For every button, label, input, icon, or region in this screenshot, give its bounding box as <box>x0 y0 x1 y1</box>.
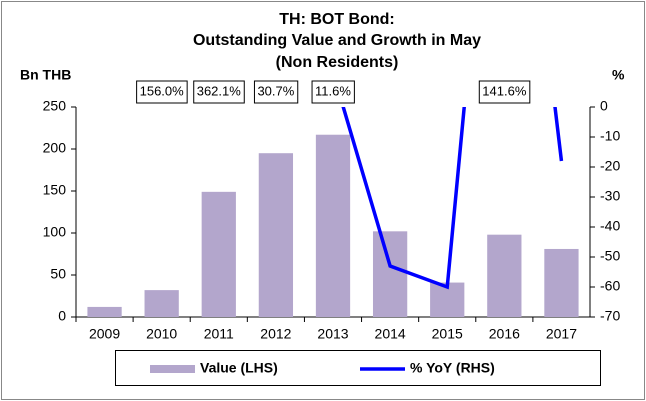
data-label: 362.1% <box>197 83 242 98</box>
legend <box>115 350 601 386</box>
x-tick-label: 2009 <box>89 326 120 342</box>
y2-tick-label: -50 <box>600 248 620 264</box>
y2-tick-label: 0 <box>600 98 608 114</box>
x-tick-label: 2014 <box>375 326 406 342</box>
bar <box>144 290 179 317</box>
x-tick-label: 2016 <box>489 326 520 342</box>
data-label-box <box>136 80 188 104</box>
y2-tick-label: -20 <box>600 158 620 174</box>
data-label-box <box>478 80 531 104</box>
line <box>341 107 564 290</box>
x-tick-label: 2012 <box>260 326 291 342</box>
y-tick-label: 50 <box>50 266 66 282</box>
data-label-box <box>253 80 299 104</box>
y-tick-label: 200 <box>43 140 67 156</box>
legend-label: % YoY (RHS) <box>410 360 495 376</box>
y-tick-label: 100 <box>43 224 67 240</box>
line-group <box>341 107 564 290</box>
data-label: 141.6% <box>482 83 527 98</box>
y2-axis-label: % <box>612 67 625 83</box>
legend-swatch <box>150 365 195 373</box>
bar <box>372 231 408 317</box>
x-tick-label: 2015 <box>432 326 463 342</box>
data-label-box <box>311 80 355 104</box>
bar <box>258 153 294 317</box>
y2-tick-label: -40 <box>600 218 620 234</box>
chart-title: Outstanding Value and Growth in May <box>193 32 481 49</box>
chart-title: (Non Residents) <box>276 54 399 71</box>
legend-label: Value (LHS) <box>200 360 278 376</box>
chart-title: TH: BOT Bond: <box>279 11 395 28</box>
data-label: 30.7% <box>257 83 294 98</box>
x-tick-label: 2017 <box>546 326 577 342</box>
bar <box>315 134 351 317</box>
x-tick-label: 2011 <box>204 326 234 342</box>
data-label-box <box>193 80 245 104</box>
bar <box>544 248 579 317</box>
y-tick-label: 150 <box>43 182 67 198</box>
data-label: 156.0% <box>140 83 185 98</box>
x-tick-label: 2013 <box>317 326 348 342</box>
bar <box>201 191 236 317</box>
bar <box>87 306 122 317</box>
y-tick-label: 0 <box>58 308 66 324</box>
x-tick-label: 2010 <box>146 326 177 342</box>
y2-tick-label: -60 <box>600 278 620 294</box>
y2-tick-label: -70 <box>600 308 620 324</box>
data-label: 11.6% <box>315 83 351 98</box>
bar <box>487 234 522 317</box>
y2-tick-label: -10 <box>600 128 620 144</box>
y2-tick-label: -30 <box>600 188 620 204</box>
y-tick-label: 250 <box>43 98 67 114</box>
y-axis-label: Bn THB <box>20 67 71 83</box>
